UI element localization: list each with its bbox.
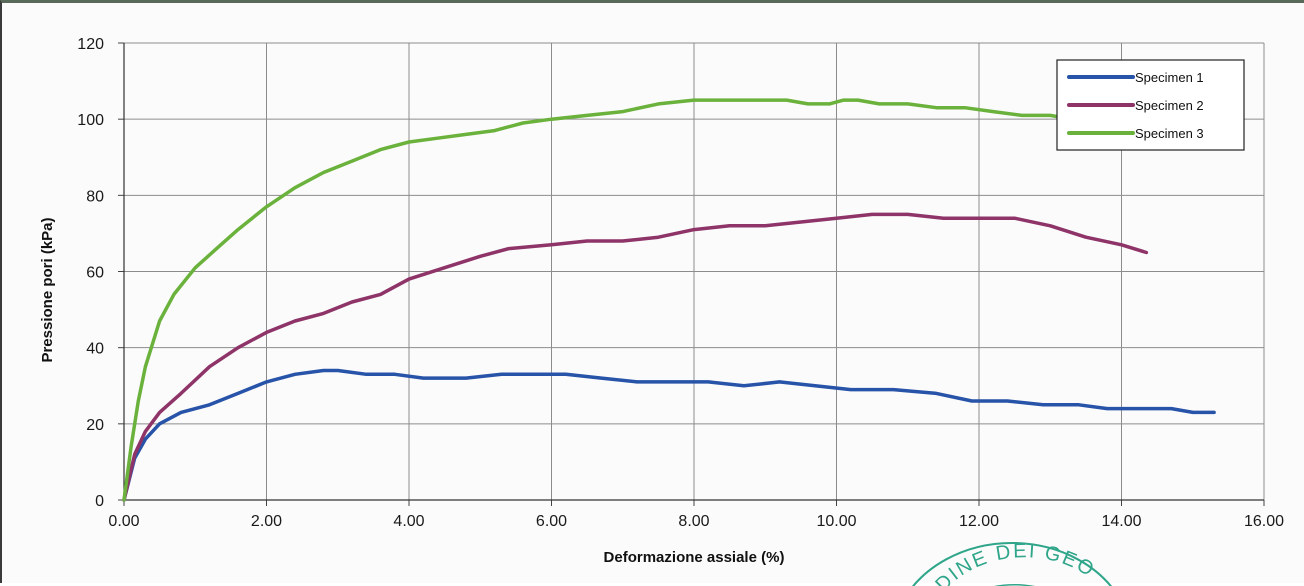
series-line-1 [122, 368, 1216, 502]
axes [118, 42, 1265, 506]
x-tick-label: 4.00 [393, 513, 424, 530]
y-tick-label: 60 [86, 265, 104, 282]
series-lines [122, 98, 1216, 502]
y-tick-label: 120 [77, 36, 104, 53]
legend-label-1: Specimen 1 [1135, 70, 1204, 85]
legend: Specimen 1 Specimen 2 Specimen 3 [1056, 59, 1245, 151]
x-tick-label: 12.00 [959, 513, 999, 530]
x-tick-labels: 0.00 2.00 4.00 6.00 8.00 10.00 12.00 14.00 16.00 [108, 513, 1284, 530]
grid-lines [124, 42, 1265, 500]
line-chart: 0 20 40 60 80 100 120 0.00 2.00 4.00 6.00 8.00 10.0… [39, 36, 1284, 586]
x-tick-label: 14.00 [1101, 513, 1141, 530]
y-tick-labels: 0 20 40 60 80 100 120 [77, 36, 104, 510]
x-tick-label: 6.00 [536, 513, 567, 530]
y-tick-label: 20 [86, 417, 104, 434]
y-tick-label: 100 [77, 112, 104, 129]
y-tick-label: 0 [95, 493, 104, 510]
y-tick-label: 80 [86, 188, 104, 205]
y-tick-label: 40 [86, 341, 104, 358]
legend-label-2: Specimen 2 [1135, 98, 1204, 113]
stamp-seal: DINE DEI GEO [912, 540, 1112, 586]
x-tick-label: 16.00 [1244, 513, 1284, 530]
stamp-text: DINE DEI GEO [931, 540, 1099, 586]
x-axis-title: Deformazione assiale (%) [604, 549, 785, 566]
series-line-2 [122, 212, 1149, 502]
x-tick-label: 2.00 [251, 513, 282, 530]
x-tick-label: 0.00 [108, 513, 139, 530]
x-tick-label: 8.00 [678, 513, 709, 530]
series-line-3 [122, 98, 1074, 502]
x-tick-label: 10.00 [816, 513, 856, 530]
legend-label-3: Specimen 3 [1135, 126, 1204, 141]
y-axis-title: Pressione pori (kPa) [39, 217, 56, 362]
